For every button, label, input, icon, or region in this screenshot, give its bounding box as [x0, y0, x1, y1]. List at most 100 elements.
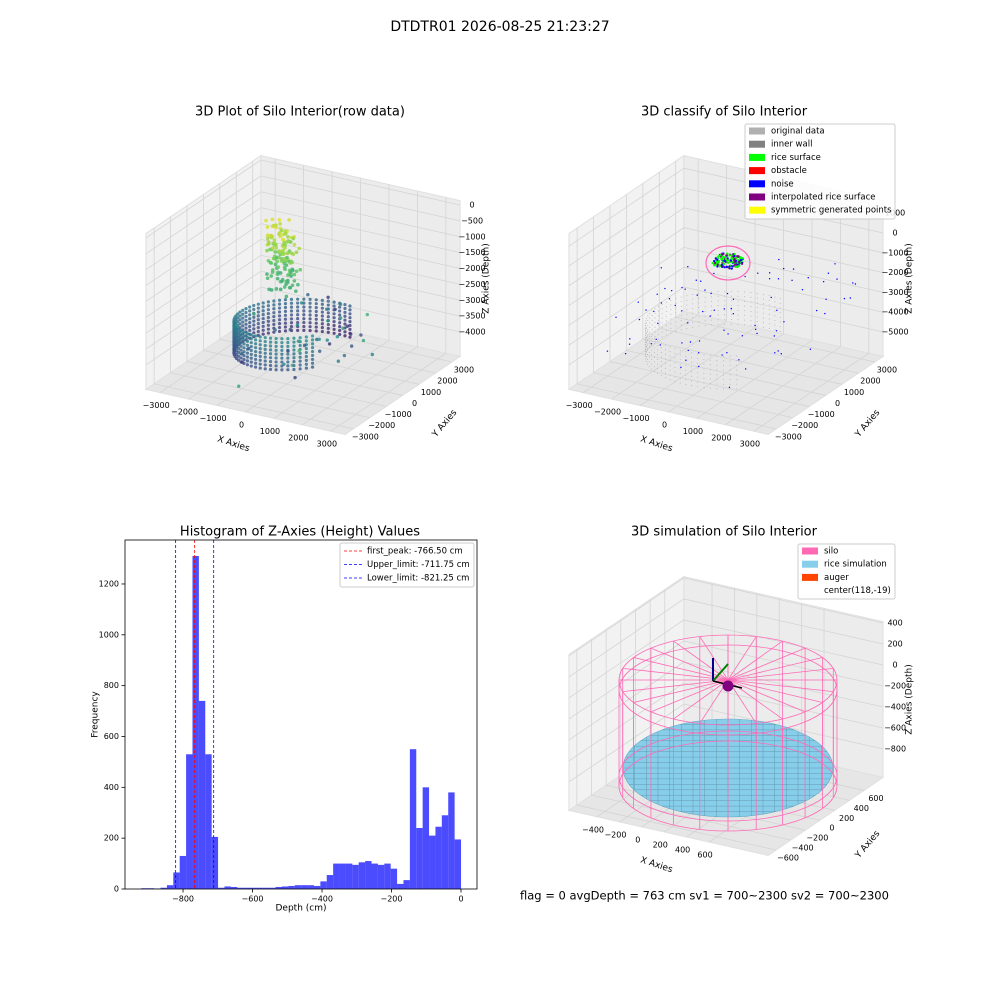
point — [674, 362, 676, 364]
x-tick-label: −200 — [381, 895, 403, 904]
point — [244, 322, 248, 326]
point — [653, 370, 655, 372]
point — [278, 287, 283, 292]
x-axis-label: X Axies — [216, 434, 251, 454]
point — [657, 315, 659, 317]
point — [325, 307, 329, 311]
point — [653, 310, 655, 313]
point — [338, 313, 342, 317]
point — [645, 317, 647, 319]
point — [245, 351, 250, 355]
y-tick-label: 0 — [412, 399, 417, 408]
point — [348, 323, 352, 328]
point — [280, 279, 284, 284]
point — [703, 382, 705, 384]
point — [730, 290, 732, 292]
point — [270, 246, 275, 250]
bar — [186, 754, 193, 889]
point — [687, 322, 689, 324]
point — [685, 379, 687, 381]
point — [726, 292, 729, 295]
point — [807, 277, 809, 279]
y-axis-label: Y Axies — [430, 408, 459, 440]
point — [296, 317, 300, 321]
bar — [237, 887, 244, 889]
point — [713, 259, 716, 263]
point — [774, 305, 776, 307]
point — [272, 307, 276, 311]
point — [628, 343, 631, 345]
point — [289, 274, 293, 278]
point — [709, 315, 711, 317]
point — [651, 319, 653, 321]
bar — [262, 887, 270, 889]
point — [661, 317, 663, 319]
point — [698, 365, 700, 368]
point — [702, 310, 704, 313]
point — [750, 301, 752, 303]
z-tick-label: −3000 — [459, 296, 486, 305]
point — [739, 256, 742, 259]
bar — [371, 863, 378, 889]
point — [283, 317, 288, 321]
point — [268, 367, 273, 371]
point — [651, 329, 653, 331]
z-tick-label: −800 — [884, 745, 906, 754]
point — [825, 298, 827, 300]
point — [282, 265, 287, 270]
point — [661, 303, 663, 305]
y-tick-label: −2000 — [368, 421, 395, 430]
z-tick-label: −4000 — [882, 308, 909, 317]
bar — [365, 861, 372, 889]
y-tick-label: 400 — [104, 783, 119, 792]
bar — [250, 887, 257, 889]
point — [665, 334, 667, 336]
point — [320, 322, 324, 326]
point — [665, 349, 667, 351]
point — [729, 388, 731, 390]
point — [665, 372, 667, 374]
point — [286, 352, 290, 356]
point — [782, 267, 785, 270]
point — [698, 292, 700, 294]
point — [645, 336, 647, 338]
point — [779, 316, 781, 318]
point — [774, 319, 776, 321]
point — [687, 349, 689, 352]
point — [729, 369, 731, 371]
point — [280, 368, 284, 372]
point — [774, 352, 776, 354]
point — [685, 369, 687, 371]
y-tick-label: −400 — [792, 844, 814, 853]
point — [669, 355, 671, 357]
z-tick-label: 0 — [893, 660, 898, 669]
point — [669, 365, 671, 367]
point — [645, 334, 647, 336]
point — [296, 305, 300, 309]
point — [730, 295, 732, 297]
x-axis-label: Depth (cm) — [275, 904, 326, 914]
point — [294, 289, 298, 293]
point — [697, 353, 699, 355]
z-tick-label: −3000 — [882, 288, 909, 297]
point — [236, 350, 241, 355]
point — [245, 343, 250, 347]
point — [698, 325, 700, 327]
point — [310, 342, 315, 346]
point — [669, 346, 671, 348]
point — [711, 314, 713, 316]
point — [736, 360, 738, 362]
point — [310, 365, 315, 369]
point — [270, 217, 275, 222]
point — [645, 325, 647, 327]
y-tick-label: 0 — [114, 885, 119, 894]
point — [244, 307, 248, 311]
point — [651, 333, 653, 335]
point — [716, 374, 718, 376]
point — [716, 369, 718, 371]
point — [274, 360, 278, 364]
point — [703, 368, 705, 370]
bar — [441, 815, 449, 889]
point — [332, 327, 336, 331]
point — [750, 292, 752, 294]
